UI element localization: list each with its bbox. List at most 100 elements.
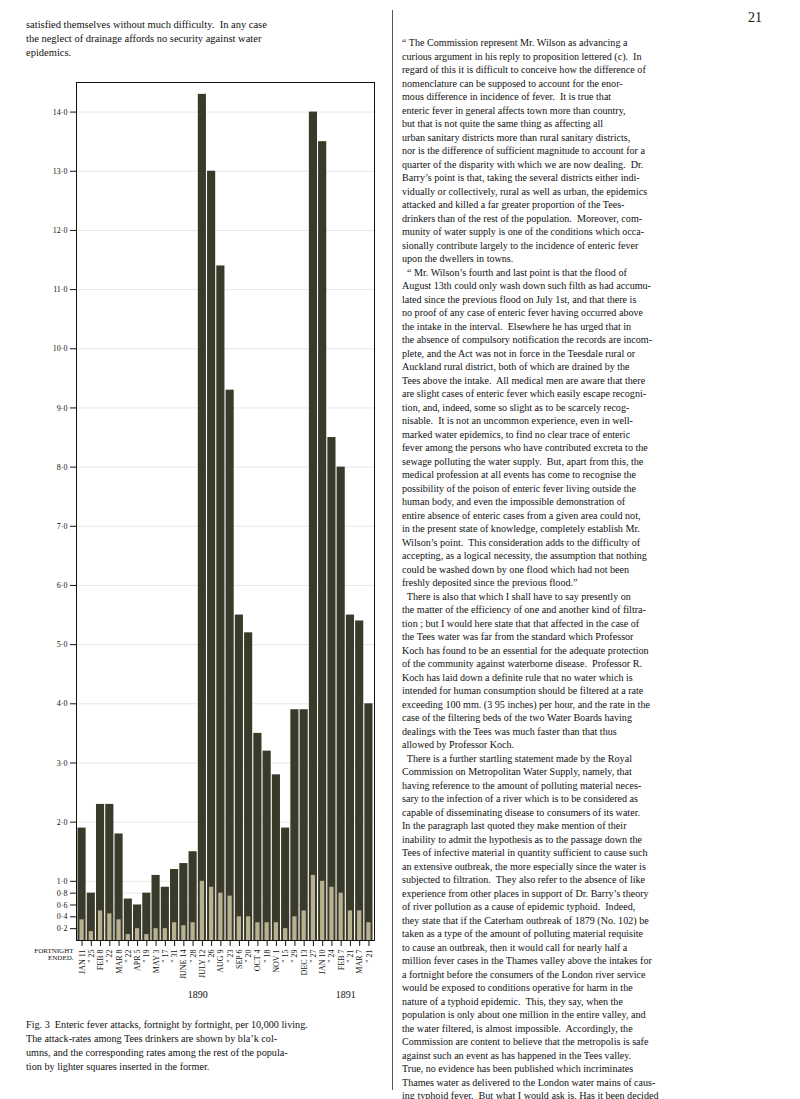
html-text:The attack-rates among Tees dr: The attack-rates among Tees drinkers are… bbox=[26, 1033, 278, 1044]
html-text:nomenclature can be supposed t: nomenclature can be supposed to account … bbox=[402, 77, 623, 89]
html-text:a fortnight before the consume: a fortnight before the consumers of the … bbox=[402, 968, 646, 980]
html-text:drinkers than of the rest of t: drinkers than of the rest of the populat… bbox=[402, 212, 643, 224]
html-text:sewage polluting the water sup: sewage polluting the water supply. But, … bbox=[402, 455, 644, 467]
html-text:having reference to the amount: having reference to the amount of pollut… bbox=[402, 779, 642, 791]
svg-text:13·0: 13·0 bbox=[53, 167, 68, 176]
html-text:against such an event as has h: against such an event as has happened in… bbox=[402, 1049, 632, 1061]
html-text:Fig. 3 Enteric fever attacks,: Fig. 3 Enteric fever attacks, fortnight … bbox=[26, 1019, 308, 1030]
html-text:21: 21 bbox=[748, 10, 762, 25]
svg-text:" 21: " 21 bbox=[365, 950, 374, 963]
svg-text:DEC 13: DEC 13 bbox=[300, 950, 309, 976]
html-text:enteric fever in general affec: enteric fever in general affects town mo… bbox=[402, 104, 626, 116]
html-text:the neglect of drainage afford: the neglect of drainage affords no secur… bbox=[26, 33, 262, 44]
svg-text:1891: 1891 bbox=[336, 989, 356, 1000]
html-text:the water filtered, is almost: the water filtered, is almost impossible… bbox=[402, 1022, 633, 1034]
svg-text:MAY 3: MAY 3 bbox=[152, 950, 161, 974]
html-text:sionally contribute largely to: sionally contribute largely to the incid… bbox=[402, 239, 639, 251]
html-text:plete, and the Act was not in: plete, and the Act was not in force in t… bbox=[402, 347, 636, 359]
html-text:they state that if the Caterha: they state that if the Caterham outbreak… bbox=[402, 914, 649, 926]
svg-text:" 19: " 19 bbox=[142, 950, 151, 963]
html-text:There is also that which I sha: There is also that which I shall have to… bbox=[402, 590, 631, 602]
svg-text:" 29: " 29 bbox=[290, 950, 299, 963]
svg-text:JAN 10: JAN 10 bbox=[318, 950, 327, 975]
html-text:satisfied themselves without m: satisfied themselves without much diffic… bbox=[26, 19, 267, 30]
svg-text:MAR 7: MAR 7 bbox=[355, 950, 364, 974]
html-text:inability to admit the hypothe: inability to admit the hypothesis as to … bbox=[402, 833, 642, 845]
html-text:Koch has laid down a definite: Koch has laid down a definite rule that … bbox=[402, 671, 633, 683]
svg-text:5·0: 5·0 bbox=[57, 640, 68, 649]
svg-text:JAN 11: JAN 11 bbox=[78, 950, 87, 974]
html-text:marked water epidemics, to fin: marked water epidemics, to find no clear… bbox=[402, 428, 631, 440]
html-text:experience from other places i: experience from other places in support … bbox=[402, 887, 649, 899]
svg-text:0·6: 0·6 bbox=[57, 901, 68, 910]
svg-text:0·4: 0·4 bbox=[57, 912, 68, 921]
svg-text:7·0: 7·0 bbox=[57, 522, 68, 531]
html-text:Koch has found to be an essent: Koch has found to be an essential for th… bbox=[402, 644, 649, 656]
svg-text:" 25: " 25 bbox=[87, 950, 96, 963]
svg-text:APR 5: APR 5 bbox=[133, 950, 142, 972]
svg-text:FORTNIGHTENDED.: FORTNIGHTENDED. bbox=[34, 947, 74, 962]
svg-text:" 28: " 28 bbox=[189, 950, 198, 963]
svg-text:10·0: 10·0 bbox=[53, 344, 68, 353]
svg-text:" 20: " 20 bbox=[244, 950, 253, 963]
svg-text:SEP 6: SEP 6 bbox=[235, 950, 244, 970]
svg-text:14·0: 14·0 bbox=[53, 108, 68, 117]
svg-text:" 24: " 24 bbox=[327, 950, 336, 963]
html-text:quarter of the disparity with: quarter of the disparity with which we a… bbox=[402, 158, 644, 170]
svg-text:MAR 8: MAR 8 bbox=[115, 950, 124, 974]
svg-text:" 21: " 21 bbox=[346, 950, 355, 963]
html-text:an extensive outbreak, the mor: an extensive outbreak, the more especial… bbox=[402, 860, 646, 872]
html-text:nature of a typhoid epidemic.: nature of a typhoid epidemic. This, they… bbox=[402, 995, 623, 1007]
svg-text:0·2: 0·2 bbox=[57, 924, 68, 933]
svg-text:AUG 9: AUG 9 bbox=[216, 950, 225, 973]
svg-text:FEB 8: FEB 8 bbox=[96, 950, 105, 971]
html-text:the intake in the interval. El: the intake in the interval. Elsewhere he… bbox=[402, 320, 632, 332]
html-text:lated since the previous flood: lated since the previous flood on July 1… bbox=[402, 293, 637, 305]
html-text:exceeding 100 mm. (3 95 inches: exceeding 100 mm. (3 95 inches) per hour… bbox=[402, 698, 650, 710]
svg-text:" 26: " 26 bbox=[207, 950, 216, 963]
html-text:There is a further startling s: There is a further startling statement m… bbox=[402, 752, 632, 764]
html-text:Wilson’s point. This considera: Wilson’s point. This consideration adds … bbox=[402, 536, 641, 548]
svg-text:" 17: " 17 bbox=[161, 950, 170, 963]
svg-text:6·0: 6·0 bbox=[57, 581, 68, 590]
svg-text:11·0: 11·0 bbox=[53, 285, 67, 294]
svg-text:0·8: 0·8 bbox=[57, 889, 68, 898]
html-text:vidually or collectively, rura: vidually or collectively, rural as well … bbox=[402, 185, 648, 197]
html-text:urban sanitary districts more: urban sanitary districts more than rural… bbox=[402, 131, 631, 143]
svg-text:NOV 1: NOV 1 bbox=[272, 950, 281, 973]
svg-text:" 23: " 23 bbox=[226, 950, 235, 963]
html-text:entire absence of enteric case: entire absence of enteric cases from a g… bbox=[402, 509, 641, 521]
html-text:Tees above the intake. All med: Tees above the intake. All medical men a… bbox=[402, 374, 646, 386]
svg-text:JULY 12: JULY 12 bbox=[198, 950, 207, 978]
svg-text:" 15: " 15 bbox=[281, 950, 290, 963]
svg-text:2·0: 2·0 bbox=[57, 818, 68, 827]
html-text:dealings with the Tees was muc: dealings with the Tees was much faster t… bbox=[402, 725, 617, 737]
svg-text:12·0: 12·0 bbox=[53, 226, 68, 235]
html-text:curious argument in his reply: curious argument in his reply to proposi… bbox=[402, 50, 642, 62]
html-text:tion, and, indeed, some so sli: tion, and, indeed, some so slight as to … bbox=[402, 401, 630, 413]
html-text:possibility of the poison of e: possibility of the poison of enteric fev… bbox=[402, 482, 637, 494]
svg-text:" 22: " 22 bbox=[124, 950, 133, 963]
svg-text:1890: 1890 bbox=[188, 989, 208, 1000]
svg-text:9·0: 9·0 bbox=[57, 404, 68, 413]
svg-text:" 18: " 18 bbox=[263, 950, 272, 963]
svg-text:" 22: " 22 bbox=[105, 950, 114, 963]
html-text:to cause an outbreak, then it: to cause an outbreak, then it would call… bbox=[402, 941, 628, 953]
svg-text:FEB 7: FEB 7 bbox=[337, 950, 346, 971]
svg-text:8·0: 8·0 bbox=[57, 463, 68, 472]
html-text:epidemics.: epidemics. bbox=[26, 47, 72, 58]
html-text:tion by lighter squares insert: tion by lighter squares inserted in the … bbox=[26, 1061, 210, 1072]
html-text:tion ; but I would here state: tion ; but I would here state that that … bbox=[402, 617, 640, 629]
html-text:capable of disseminating disea: capable of disseminating disease to cons… bbox=[402, 806, 640, 818]
svg-text:3·0: 3·0 bbox=[57, 759, 68, 768]
html-text:Thames water as delivered to t: Thames water as delivered to the London … bbox=[402, 1076, 656, 1088]
svg-text:JUNE 14: JUNE 14 bbox=[179, 950, 188, 980]
svg-text:OCT 4: OCT 4 bbox=[253, 950, 262, 972]
html-text:“ Mr. Wilson’s fourth and last: “ Mr. Wilson’s fourth and last point is … bbox=[402, 266, 627, 278]
svg-text:1·0: 1·0 bbox=[57, 877, 68, 886]
svg-text:" 27: " 27 bbox=[309, 950, 318, 963]
svg-text:" 31: " 31 bbox=[170, 950, 179, 963]
svg-text:4·0: 4·0 bbox=[57, 699, 68, 708]
html-text:could be washed down by one fl: could be washed down by one flood which … bbox=[402, 563, 630, 575]
html-text:umns, and the corresponding ra: umns, and the corresponding rates among … bbox=[26, 1047, 288, 1058]
